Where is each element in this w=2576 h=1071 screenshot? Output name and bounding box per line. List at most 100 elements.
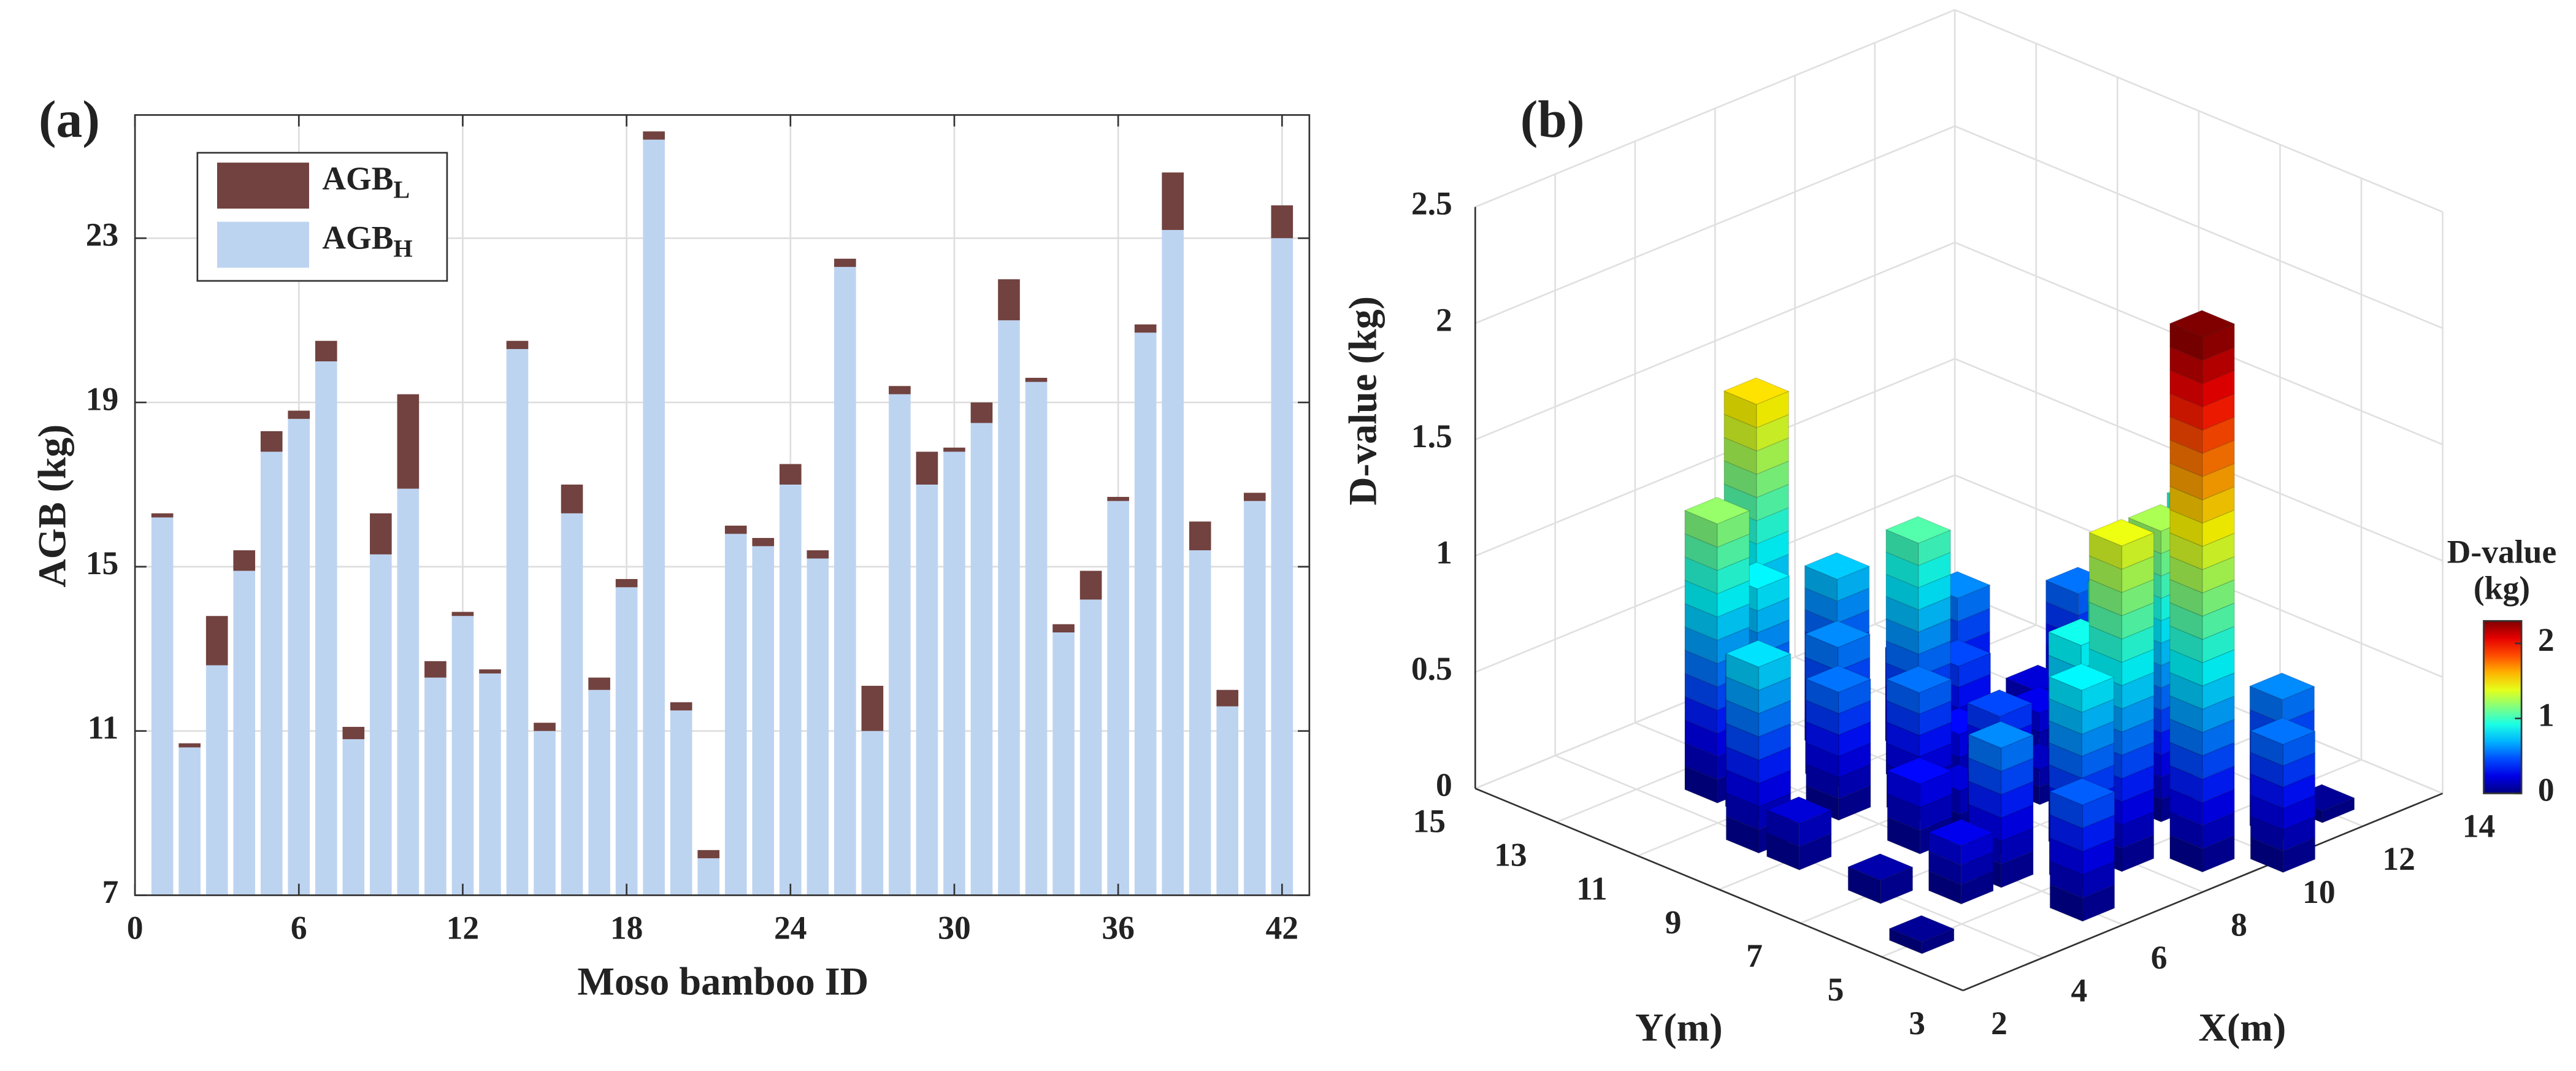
bar-3d xyxy=(2049,778,2116,922)
grid-line xyxy=(1954,125,2444,329)
x-tick-label: 0 xyxy=(127,910,144,946)
bar-segment xyxy=(1216,689,1239,707)
bar-face xyxy=(1803,552,1871,580)
bar-segment xyxy=(205,665,228,896)
bar-segment xyxy=(861,686,884,731)
bar-face xyxy=(2169,310,2236,338)
y-tick-label: 15 xyxy=(86,545,119,582)
bar-segment xyxy=(479,669,501,674)
colorbar-tick-label: 2 xyxy=(2538,621,2555,658)
y-tick-label: 11 xyxy=(1576,870,1608,907)
x-tick-label: 18 xyxy=(610,910,643,946)
x-tick-label: 42 xyxy=(1266,910,1299,946)
bar-segment xyxy=(998,279,1020,321)
bar-segment xyxy=(451,616,474,896)
bar-segment xyxy=(943,451,965,896)
bar-3d xyxy=(2169,310,2236,873)
bar-segment xyxy=(779,464,802,485)
z-tick-label: 2.5 xyxy=(1411,185,1452,222)
bar-segment xyxy=(1189,521,1211,551)
x-axis-label: Moso bamboo ID xyxy=(577,959,868,1003)
grid-line xyxy=(1474,125,1955,324)
bar-segment xyxy=(342,726,365,740)
bar-segment xyxy=(752,546,775,896)
bar-segment xyxy=(752,538,775,547)
x-tick-label: 12 xyxy=(2382,840,2415,877)
bar-segment xyxy=(397,394,420,489)
bar-3d xyxy=(1927,818,1995,905)
bar-face xyxy=(1966,689,2033,717)
x-tick-label: 6 xyxy=(2151,939,2168,976)
bar-3d xyxy=(1886,757,1953,855)
grid-line xyxy=(1474,242,1955,440)
bar-face xyxy=(1765,796,1833,824)
bar-segment xyxy=(397,488,420,896)
bar-segment xyxy=(970,423,993,896)
bar-segment xyxy=(1243,493,1266,501)
y-tick-label: 9 xyxy=(1665,904,1682,940)
colorbar xyxy=(2483,620,2523,794)
bar-segment xyxy=(970,402,993,423)
x-tick-label: 36 xyxy=(1102,910,1135,946)
x-tick-label: 2 xyxy=(1991,1005,2007,1042)
y-tick-label: 7 xyxy=(1746,937,1763,974)
bar-segment xyxy=(861,731,884,896)
axes-box xyxy=(134,114,1311,896)
bar-segment xyxy=(151,513,174,518)
bar-3d xyxy=(2249,717,2317,873)
x-tick-label: 12 xyxy=(447,910,480,946)
legend-swatch xyxy=(217,163,309,209)
bar-segment xyxy=(1162,172,1184,230)
bar-segment xyxy=(1271,205,1294,239)
bar-3d xyxy=(1804,665,1872,821)
bar-segment xyxy=(779,484,802,896)
bar-face xyxy=(1847,853,1914,881)
bar-segment xyxy=(260,451,283,896)
bar-segment xyxy=(370,513,392,555)
bar-face xyxy=(1886,757,1953,785)
bar-face xyxy=(1723,377,1790,405)
bar-segment xyxy=(1189,550,1211,896)
bar-segment xyxy=(1162,229,1184,896)
bar-face xyxy=(2249,717,2317,745)
bar-face xyxy=(2048,663,2115,691)
x-tick-label: 10 xyxy=(2302,873,2336,910)
bar-segment xyxy=(643,139,665,896)
bar-face xyxy=(1888,915,1955,943)
bar-face xyxy=(1885,516,1952,544)
bar-segment xyxy=(588,689,610,896)
bar-segment xyxy=(943,447,965,452)
grid-line xyxy=(1474,358,1955,557)
bar-segment xyxy=(288,410,310,419)
bar-face xyxy=(2049,778,2116,806)
bar-segment xyxy=(697,858,720,896)
bar-segment xyxy=(178,743,201,748)
bar-segment xyxy=(724,534,747,896)
bar-segment xyxy=(1025,382,1048,896)
bar-segment xyxy=(1216,706,1239,896)
x-tick-label: 4 xyxy=(2071,972,2087,1008)
bar-segment xyxy=(424,661,447,678)
bar-3d xyxy=(1765,796,1833,871)
bar-segment xyxy=(233,570,256,896)
y-axis-label: AGB (kg) xyxy=(30,424,74,588)
x-axis-label: X(m) xyxy=(2199,1005,2287,1049)
bar-3d xyxy=(1847,853,1914,905)
bar-face xyxy=(2088,518,2155,547)
panel-label: (a) xyxy=(39,90,100,148)
grid-line xyxy=(1474,9,1955,208)
bar-segment xyxy=(561,513,583,896)
bar-segment xyxy=(1052,624,1075,632)
colorbar-label: (kg) xyxy=(2474,569,2530,606)
bar-segment xyxy=(807,558,829,896)
bar-segment xyxy=(151,517,174,896)
z-tick-label: 2 xyxy=(1436,301,1452,338)
x-tick-label: 8 xyxy=(2231,906,2247,943)
colorbar-tick-label: 0 xyxy=(2538,772,2555,808)
bar-segment xyxy=(424,677,447,896)
bar-segment xyxy=(1079,570,1102,600)
bar-segment xyxy=(807,550,829,559)
y-axis-label: Y(m) xyxy=(1635,1005,1723,1049)
bar-3d xyxy=(1888,915,1955,954)
bar-face xyxy=(1804,620,1871,648)
